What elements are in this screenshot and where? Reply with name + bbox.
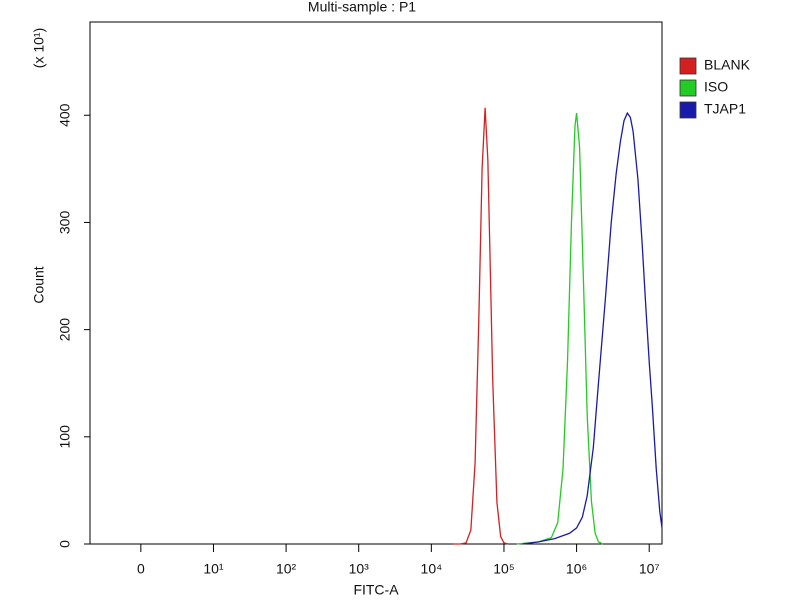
histogram-line [453, 107, 509, 545]
chart-title: Multi-sample : P1 [308, 0, 416, 15]
x-axis-label: FITC-A [353, 582, 399, 598]
histogram-line [522, 111, 663, 545]
x-tick-label: 10⁵ [493, 561, 514, 577]
histogram-line [516, 113, 604, 545]
legend-swatch [679, 79, 697, 97]
x-tick-label: 10⁶ [566, 561, 587, 577]
x-tick-label: 10¹ [203, 561, 224, 577]
plot-frame [89, 21, 663, 545]
y-tick-label: 0 [57, 540, 73, 548]
x-tick-label: 0 [137, 561, 145, 577]
legend-swatch [679, 57, 697, 75]
y-tick-label: 400 [57, 103, 73, 127]
legend-label: TJAP1 [704, 101, 746, 117]
y-tick-label: 300 [57, 211, 73, 235]
legend-label: BLANK [704, 57, 751, 73]
x-tick-label: 10⁷ [639, 561, 660, 577]
y-tick-label: 100 [57, 425, 73, 449]
x-tick-label: 10² [276, 561, 297, 577]
y-axis-label: Count [31, 266, 47, 303]
y-multiplier: (x 10¹) [31, 28, 47, 68]
x-tick-label: 10³ [349, 561, 370, 577]
y-tick-label: 200 [57, 318, 73, 342]
legend-swatch [679, 101, 697, 119]
legend-label: ISO [704, 79, 728, 95]
x-tick-label: 10⁴ [421, 561, 443, 577]
